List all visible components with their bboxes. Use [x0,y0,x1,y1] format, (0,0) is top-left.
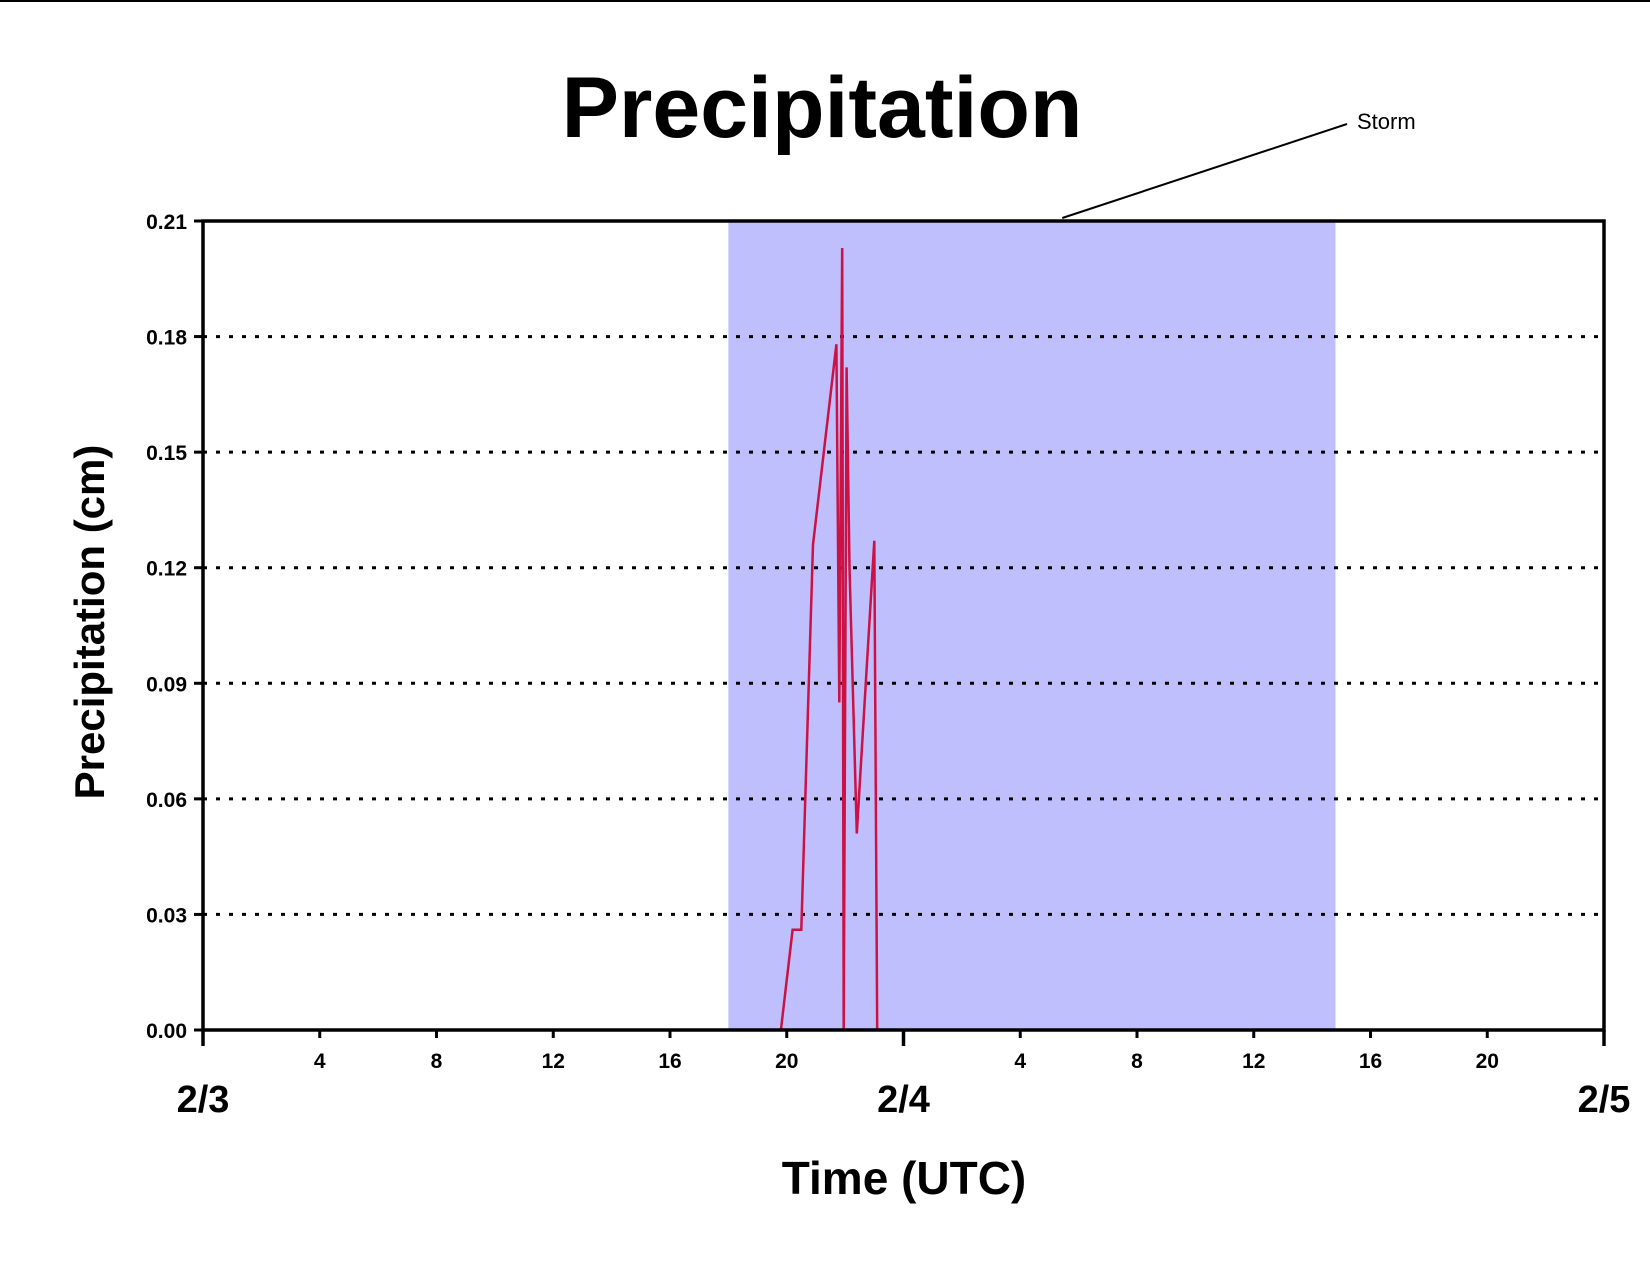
y-tick-label-7: 0.21 [146,211,187,234]
x-tick-label-2: 12 [542,1050,565,1073]
y-tick-label-3: 0.09 [146,673,187,696]
top-border-line [0,0,1650,2]
chart-title: Precipitation [562,60,1083,156]
y-tick-label-0: 0.00 [146,1020,187,1043]
y-axis-label: Precipitation (cm) [66,445,113,800]
x-tick-label-5: 4 [1014,1050,1026,1073]
x-tick-label-0: 4 [314,1050,326,1073]
y-tick-label-6: 0.18 [146,327,187,350]
x-tick-label-3: 16 [658,1050,681,1073]
storm-annotation-label: Storm [1357,109,1416,134]
storm-shaded-region [728,221,1336,1030]
x-date-label-0: 2/3 [177,1079,230,1121]
x-axis-label: Time (UTC) [782,1152,1027,1204]
y-tick-label-5: 0.15 [146,442,187,465]
x-tick-label-6: 8 [1131,1050,1143,1073]
y-tick-label-4: 0.12 [146,558,187,581]
x-date-label-2: 2/5 [1578,1079,1631,1121]
y-tick-label-1: 0.03 [146,904,187,927]
storm-annotation-leader [1061,123,1348,219]
precipitation-series-line-0 [203,247,1604,1032]
x-tick-label-8: 16 [1359,1050,1382,1073]
x-tick-label-4: 20 [775,1050,798,1073]
x-tick-label-7: 12 [1242,1050,1265,1073]
y-tick-label-2: 0.06 [146,789,187,812]
x-date-label-1: 2/4 [877,1079,930,1121]
x-tick-label-1: 8 [431,1050,443,1073]
x-tick-label-9: 20 [1476,1050,1499,1073]
